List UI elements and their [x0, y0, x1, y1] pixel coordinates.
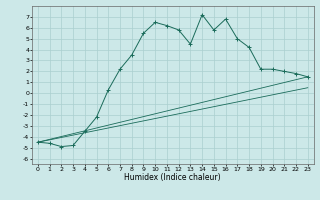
X-axis label: Humidex (Indice chaleur): Humidex (Indice chaleur) — [124, 173, 221, 182]
